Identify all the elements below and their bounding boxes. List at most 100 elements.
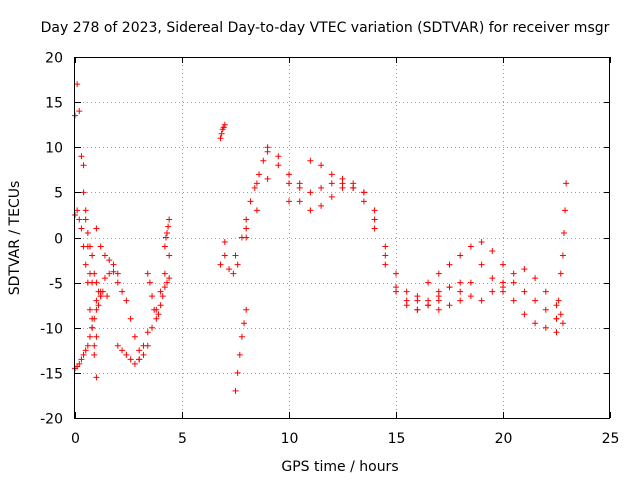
- data-point: [542, 324, 549, 331]
- data-point: [91, 351, 98, 358]
- x-tick-label: 0: [71, 431, 80, 447]
- data-point: [166, 216, 173, 223]
- data-point: [557, 311, 564, 318]
- data-point: [251, 184, 258, 191]
- data-point: [264, 144, 271, 151]
- data-point: [435, 306, 442, 313]
- series-group: [232, 306, 250, 394]
- data-point: [106, 270, 113, 277]
- series-group: [72, 293, 104, 372]
- data-point: [371, 225, 378, 232]
- data-point: [510, 297, 517, 304]
- series-group: [89, 268, 151, 354]
- data-point: [119, 288, 126, 295]
- data-point: [157, 288, 164, 295]
- data-point: [78, 225, 85, 232]
- data-point: [78, 356, 85, 363]
- data-point: [93, 225, 100, 232]
- data-point: [234, 261, 241, 268]
- y-tick-label: -5: [49, 277, 63, 293]
- series-group: [114, 342, 143, 367]
- data-point: [243, 234, 250, 241]
- series-group: [144, 270, 173, 322]
- data-point: [162, 234, 169, 241]
- data-point: [161, 270, 168, 277]
- data-point: [328, 193, 335, 200]
- data-point: [106, 257, 113, 264]
- data-point: [247, 198, 254, 205]
- data-point: [93, 297, 100, 304]
- data-point: [243, 216, 250, 223]
- data-point: [82, 261, 89, 268]
- data-point: [97, 243, 104, 250]
- x-tick-label: 15: [388, 431, 406, 447]
- data-point: [149, 293, 156, 300]
- data-point: [500, 261, 506, 268]
- data-point: [553, 302, 560, 309]
- data-point: [166, 275, 173, 282]
- data-point: [489, 288, 496, 295]
- data-point: [84, 342, 91, 349]
- data-point: [393, 270, 399, 277]
- x-axis-label: GPS time / hours: [281, 459, 398, 475]
- data-point: [155, 311, 162, 318]
- data-point: [478, 297, 485, 304]
- data-point: [260, 157, 267, 164]
- data-point: [161, 284, 168, 291]
- data-point: [521, 266, 528, 273]
- y-tick-label: 0: [54, 232, 63, 248]
- data-point: [144, 270, 151, 277]
- data-point: [403, 297, 410, 304]
- data-point: [560, 229, 567, 236]
- data-point: [275, 162, 282, 169]
- data-point: [243, 306, 250, 313]
- data-point: [144, 342, 151, 349]
- data-point: [131, 360, 138, 367]
- data-point: [446, 261, 453, 268]
- data-point: [286, 171, 292, 178]
- data-point: [159, 293, 166, 300]
- data-point: [382, 243, 389, 250]
- data-point: [339, 184, 346, 191]
- data-point: [153, 315, 160, 322]
- data-point: [296, 198, 303, 205]
- data-point: [264, 175, 271, 182]
- data-point: [307, 189, 314, 196]
- data-point: [217, 261, 224, 268]
- data-point: [165, 223, 172, 230]
- series-group: [500, 266, 564, 318]
- data-point: [360, 198, 367, 205]
- data-point: [76, 216, 83, 223]
- series-group: [217, 148, 271, 277]
- data-point: [296, 180, 303, 187]
- data-point: [114, 342, 121, 349]
- data-point: [243, 225, 250, 232]
- data-point: [89, 279, 96, 286]
- data-point: [146, 279, 153, 286]
- data-point: [230, 270, 237, 277]
- data-point: [241, 320, 248, 327]
- data-point: [382, 252, 389, 259]
- data-point: [521, 288, 528, 295]
- data-point: [89, 324, 96, 331]
- data-point: [110, 268, 117, 275]
- y-tick-label: 15: [45, 96, 63, 112]
- data-point: [557, 270, 564, 277]
- data-point: [91, 342, 98, 349]
- data-point: [136, 347, 143, 354]
- data-point: [74, 81, 81, 88]
- data-point: [532, 320, 539, 327]
- data-point: [553, 329, 560, 336]
- data-point: [218, 130, 225, 137]
- series-group: [414, 261, 566, 336]
- series-group: [217, 121, 228, 142]
- data-point: [414, 293, 421, 300]
- data-point: [123, 297, 130, 304]
- data-point: [371, 216, 378, 223]
- data-point: [562, 207, 569, 214]
- y-tick-label: 10: [45, 141, 63, 157]
- data-point: [110, 261, 117, 268]
- series-group: [72, 81, 111, 300]
- data-point: [80, 162, 87, 169]
- y-tick-label: 20: [45, 51, 63, 67]
